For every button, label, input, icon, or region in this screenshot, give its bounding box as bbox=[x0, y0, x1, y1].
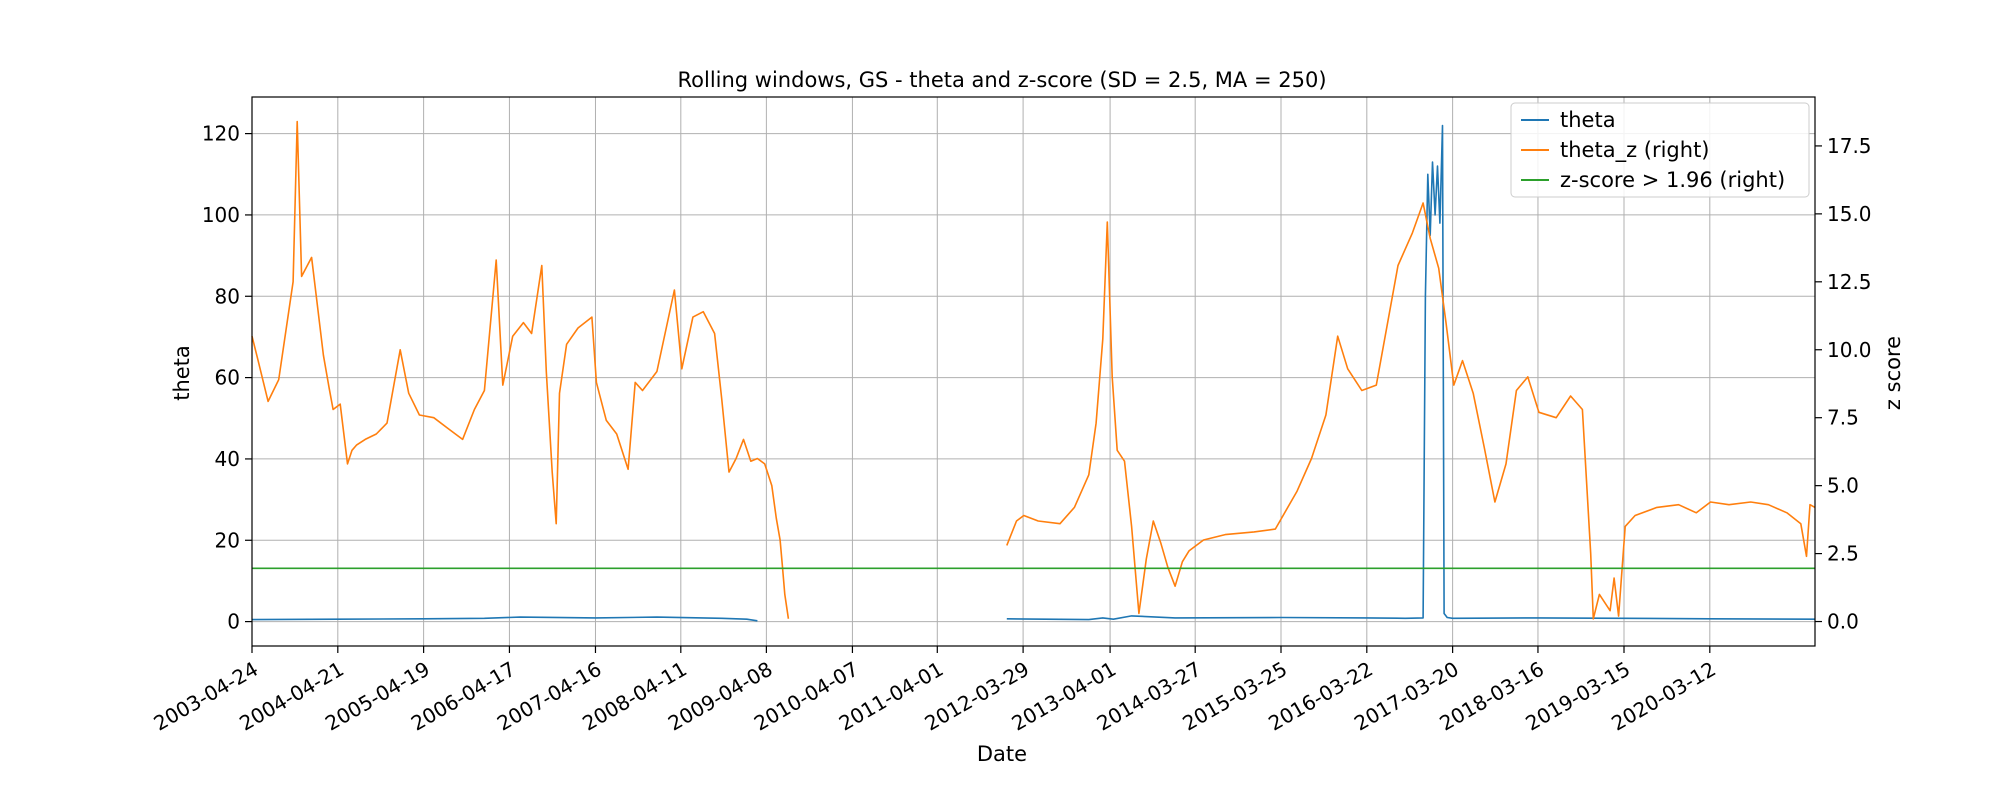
plot-area bbox=[251, 120, 1816, 622]
legend-label: theta bbox=[1560, 108, 1616, 132]
legend-label: theta_z (right) bbox=[1560, 138, 1710, 163]
y-tick-label-right: 12.5 bbox=[1827, 270, 1872, 294]
y-tick-label-right: 5.0 bbox=[1827, 474, 1859, 498]
y-tick-label-right: 17.5 bbox=[1827, 134, 1872, 158]
y-tick-label-right: 10.0 bbox=[1827, 338, 1872, 362]
plot-frame bbox=[251, 96, 1816, 647]
y-tick-label-left: 100 bbox=[202, 203, 240, 227]
legend: theta theta_z (right) z-score > 1.96 (righ… bbox=[1510, 102, 1810, 198]
series-line-theta_z bbox=[1006, 202, 1816, 620]
y-tick-label-left: 40 bbox=[215, 447, 240, 471]
y-tick-label-right: 7.5 bbox=[1827, 406, 1859, 430]
gridlines bbox=[251, 97, 1815, 646]
y-tick-label-right: 0.0 bbox=[1827, 610, 1859, 634]
chart-title: Rolling windows, GS - theta and z-score … bbox=[677, 68, 1326, 92]
y-tick-label-left: 60 bbox=[215, 366, 240, 390]
y-axis-label-left: theta bbox=[170, 345, 194, 401]
y-tick-label-left: 120 bbox=[202, 122, 240, 146]
series-line-theta_z bbox=[251, 120, 790, 619]
y-tick-label-right: 15.0 bbox=[1827, 202, 1872, 226]
y-tick-label-left: 20 bbox=[215, 528, 240, 552]
y-tick-label-left: 80 bbox=[215, 284, 240, 308]
x-axis-label: Date bbox=[977, 742, 1027, 766]
legend-box bbox=[1510, 102, 1810, 198]
series-line-theta bbox=[251, 616, 758, 622]
y-tick-label-right: 2.5 bbox=[1827, 542, 1859, 566]
series-line-theta bbox=[1006, 124, 1816, 621]
legend-label: z-score > 1.96 (right) bbox=[1560, 168, 1785, 192]
y-axis-label-right: z score bbox=[1881, 336, 1905, 410]
y-tick-label-left: 0 bbox=[227, 610, 240, 634]
